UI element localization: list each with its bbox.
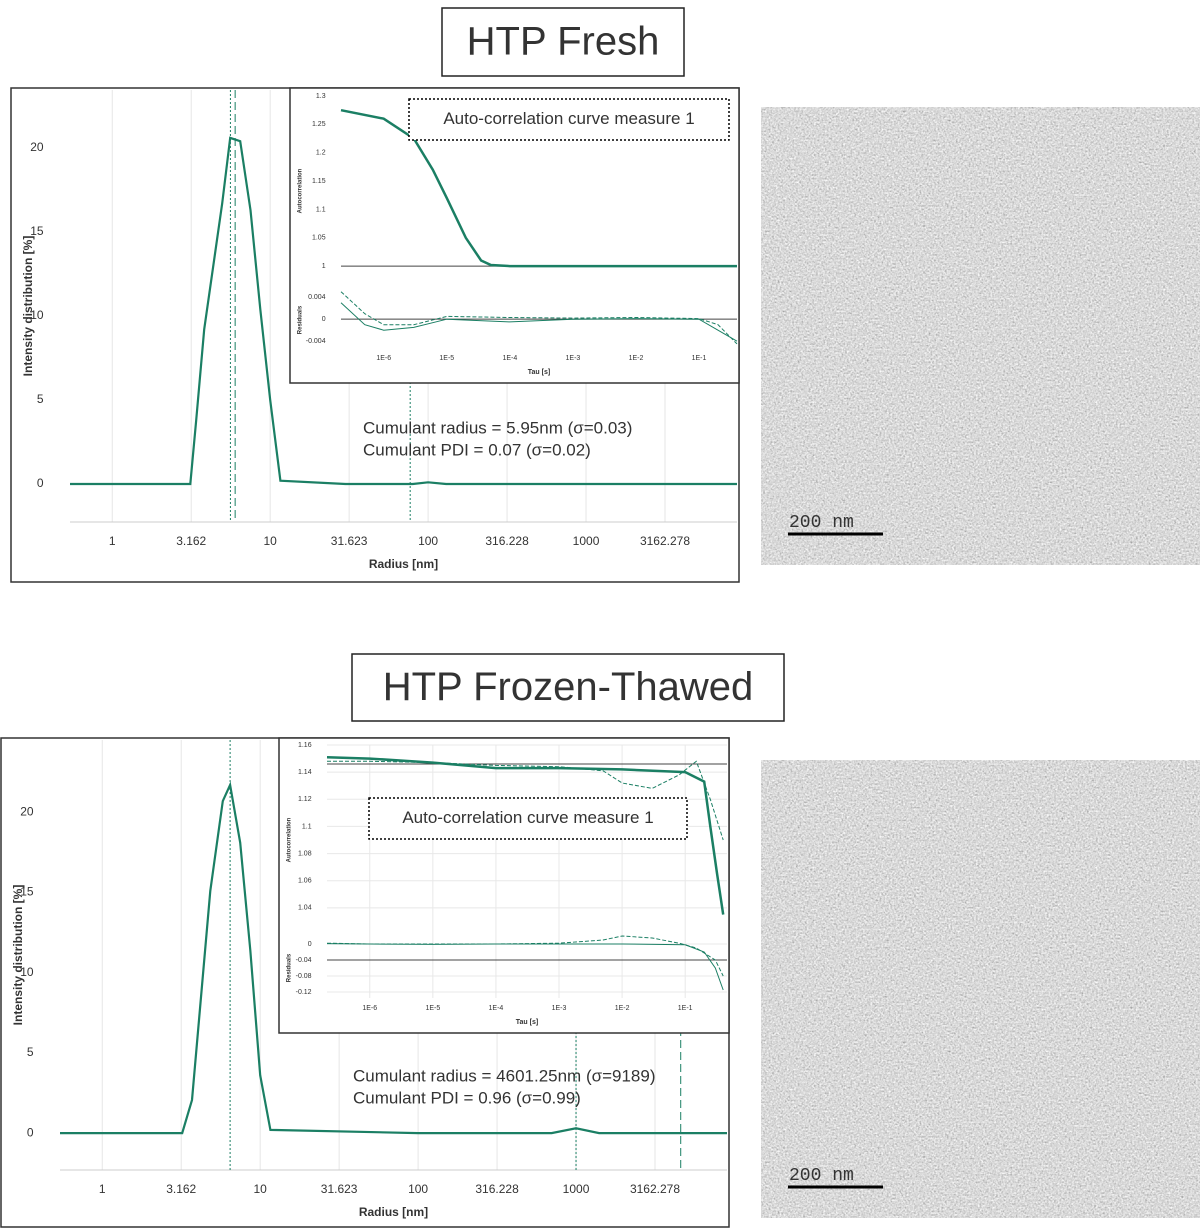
x-tick-label: 1E-4 (502, 355, 517, 362)
title-box (441, 7, 685, 77)
inset-x-label: Tau [s] (528, 369, 550, 376)
inset-title: Auto-correlation curve measure 1 (402, 808, 653, 827)
x-tick-label: 10 (254, 1182, 268, 1196)
y-tick-label: -0.004 (306, 338, 326, 345)
inset-title-box (408, 98, 730, 141)
inset-y-label: Autocorrelation (287, 817, 293, 862)
x-tick-label: 1E-5 (425, 1005, 440, 1012)
x-tick-label: 1E-4 (489, 1005, 504, 1012)
data-line (326, 755, 725, 915)
x-tick-label: 1000 (573, 534, 600, 548)
y-tick-label: 1.1 (316, 206, 326, 213)
inset-title: Auto-correlation curve measure 1 (443, 109, 694, 128)
inset-title-box (368, 797, 688, 840)
y-tick-label: 0 (27, 1125, 34, 1139)
y-tick-label: 1.12 (298, 796, 312, 803)
x-tick-label: 1E-3 (552, 1005, 567, 1012)
y-tick-label: 1.06 (298, 878, 312, 885)
annotation: Cumulant radius = 4601.25nm (σ=9189) (353, 1066, 656, 1085)
x-tick-label: 100 (408, 1182, 428, 1196)
data-line (70, 136, 737, 486)
x-tick-label: 1 (109, 534, 116, 548)
x-tick-label: 1E-6 (376, 355, 391, 362)
x-tick-label: 31.623 (321, 1182, 358, 1196)
y-tick-label: 0.004 (308, 294, 326, 301)
x-tick-label: 3.162 (176, 534, 206, 548)
data-line (326, 935, 724, 977)
y-tick-label: 1.08 (298, 850, 312, 857)
y-tick-label: 1.04 (298, 905, 312, 912)
y-tick-label: 10 (20, 965, 34, 979)
residual-y-label: Residuals (287, 953, 293, 982)
x-tick-label: 1E-1 (692, 355, 707, 362)
y-tick-label: 1.1 (302, 823, 312, 830)
x-tick-label: 1E-5 (439, 355, 454, 362)
y-tick-label: 5 (37, 392, 44, 406)
micrograph (761, 760, 1200, 1218)
y-axis-label: Intensity distribution [%] (11, 885, 25, 1026)
y-tick-label: 1.16 (298, 742, 312, 749)
x-tick-label: 31.623 (331, 534, 368, 548)
y-tick-label: 1.05 (312, 235, 326, 242)
y-tick-label: 0 (322, 316, 326, 323)
y-tick-label: 1.14 (298, 769, 312, 776)
data-line (60, 781, 727, 1135)
y-tick-label: -0.04 (296, 957, 312, 964)
x-tick-label: 3.162 (166, 1182, 196, 1196)
y-tick-label: 15 (20, 885, 34, 899)
x-tick-label: 1 (99, 1182, 106, 1196)
data-line (340, 291, 738, 345)
y-tick-label: 15 (30, 224, 44, 238)
x-tick-label: 316.228 (485, 534, 529, 548)
y-axis-label: Intensity distribution [%] (21, 236, 35, 377)
x-tick-label: 316.228 (475, 1182, 519, 1196)
title-box (351, 653, 785, 722)
y-tick-label: 20 (30, 140, 44, 154)
inset-frame (278, 737, 730, 1034)
y-tick-label: 1.3 (316, 93, 326, 100)
y-tick-label: 20 (20, 804, 34, 818)
scale-label: 200 nm (789, 513, 854, 533)
data-line (340, 302, 738, 342)
inset-y-label: Autocorrelation (298, 168, 304, 213)
y-tick-label: -0.08 (296, 973, 312, 980)
x-tick-label: 100 (418, 534, 438, 548)
x-tick-label: 1E-1 (678, 1005, 693, 1012)
x-tick-label: 1E-6 (362, 1005, 377, 1012)
x-axis-label: Radius [nm] (359, 1205, 428, 1219)
y-tick-label: 1.15 (312, 178, 326, 185)
x-tick-label: 1E-3 (566, 355, 581, 362)
y-tick-label: 1 (322, 263, 326, 270)
annotation: Cumulant radius = 5.95nm (σ=0.03) (363, 418, 632, 437)
panel-title: HTP Fresh (467, 20, 660, 64)
panel-title: HTP Frozen-Thawed (383, 665, 754, 709)
x-tick-label: 3162.278 (630, 1182, 680, 1196)
y-tick-label: -0.12 (296, 989, 312, 996)
y-tick-label: 0 (37, 476, 44, 490)
x-tick-label: 1E-2 (629, 355, 644, 362)
y-tick-label: 5 (27, 1045, 34, 1059)
y-tick-label: 10 (30, 308, 44, 322)
inset-x-label: Tau [s] (516, 1019, 538, 1026)
x-tick-label: 1E-2 (615, 1005, 630, 1012)
annotation: Cumulant PDI = 0.96 (σ=0.99) (353, 1088, 581, 1107)
x-axis-label: Radius [nm] (369, 557, 438, 571)
x-tick-label: 1000 (563, 1182, 590, 1196)
residual-y-label: Residuals (298, 305, 304, 334)
y-tick-label: 1.2 (316, 150, 326, 157)
scale-label: 200 nm (789, 1166, 854, 1186)
micrograph (761, 107, 1200, 565)
x-tick-label: 3162.278 (640, 534, 690, 548)
y-tick-label: 0 (308, 941, 312, 948)
y-tick-label: 1.25 (312, 121, 326, 128)
annotation: Cumulant PDI = 0.07 (σ=0.02) (363, 440, 591, 459)
x-tick-label: 10 (264, 534, 278, 548)
